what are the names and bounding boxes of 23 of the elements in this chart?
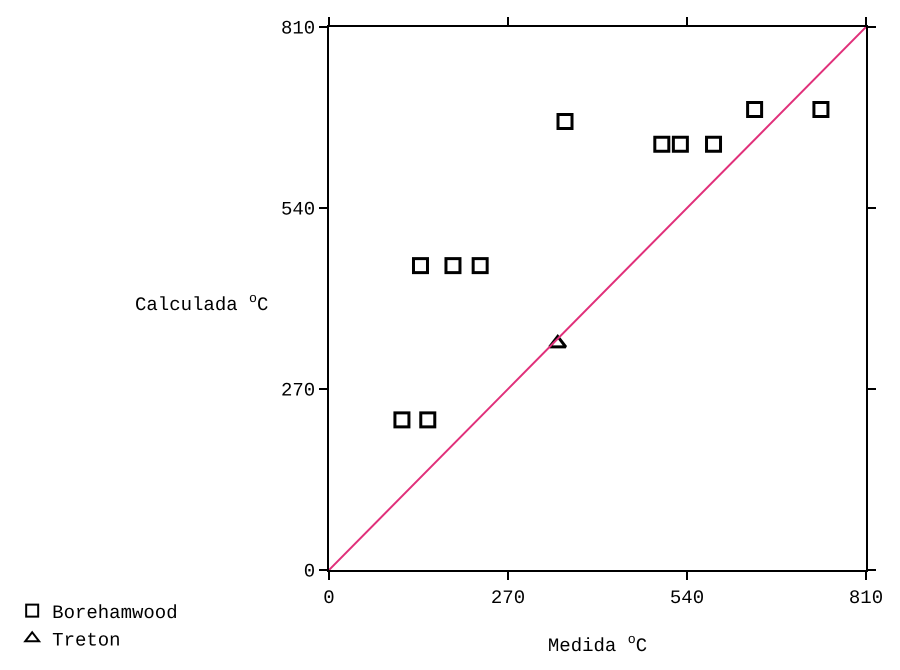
legend-label: Borehamwood — [52, 602, 178, 624]
x-tick-label: 0 — [323, 586, 335, 609]
y-tick-label: 810 — [280, 18, 316, 40]
point — [672, 136, 689, 153]
x-tick-label: 810 — [848, 586, 884, 609]
point — [705, 136, 722, 153]
y-tick-label: 540 — [280, 198, 316, 221]
point — [556, 113, 574, 130]
point — [412, 257, 429, 274]
x-tick-label: 540 — [670, 586, 704, 609]
point — [393, 411, 410, 428]
point — [812, 100, 830, 118]
y-axis-title: Calculada $^{o}$C — [135, 291, 268, 316]
y-tick-label: 270 — [280, 380, 316, 402]
point — [419, 411, 436, 428]
point — [653, 136, 670, 153]
point — [746, 100, 764, 118]
x-axis-title: Medida $^{o}$C — [548, 632, 648, 658]
x-tick-label: 270 — [490, 586, 526, 609]
legend-label: Treton — [52, 630, 121, 652]
y-tick-label: 0 — [304, 560, 316, 583]
point — [472, 257, 489, 274]
point — [444, 257, 462, 274]
